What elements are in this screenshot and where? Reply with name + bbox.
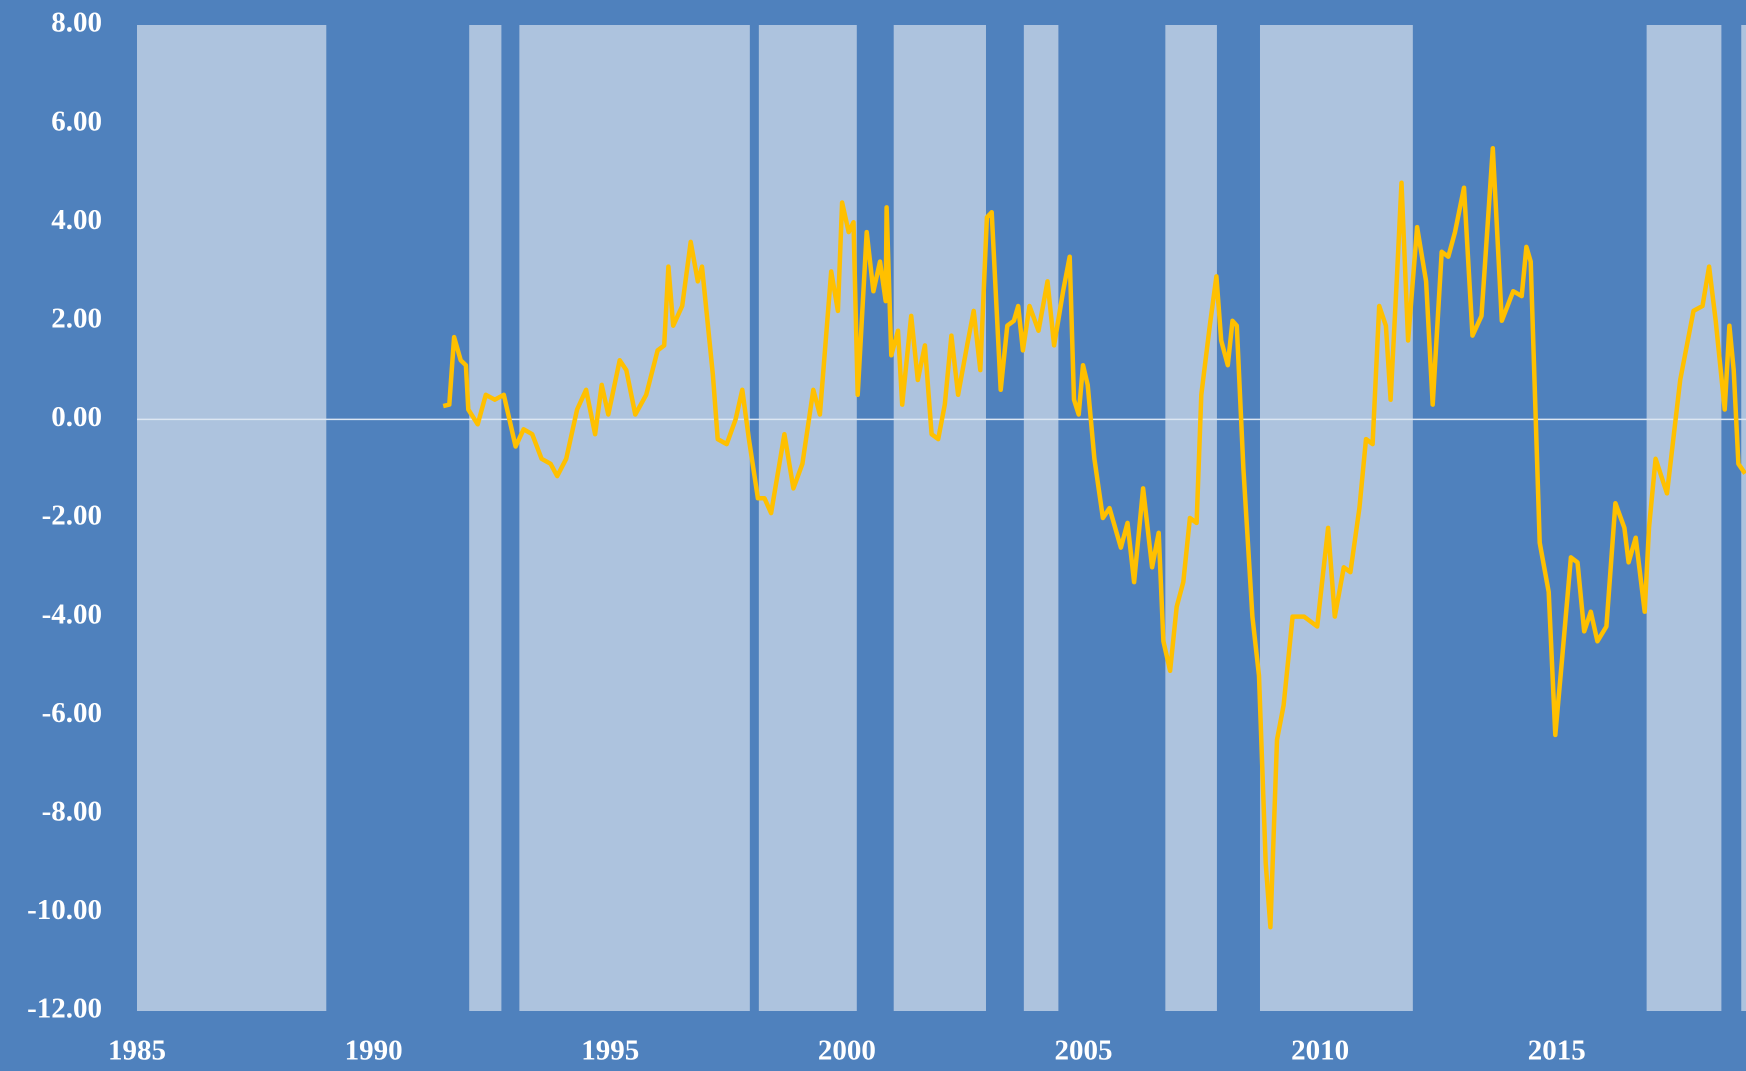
shaded-period [1741, 25, 1746, 1011]
y-tick-label: 6.00 [51, 105, 102, 137]
y-tick-label: -10.00 [27, 894, 102, 926]
y-tick-label: 8.00 [51, 7, 102, 39]
y-tick-label: -8.00 [42, 795, 102, 827]
x-tick-label: 2005 [1054, 1035, 1112, 1067]
y-tick-label: 4.00 [51, 204, 102, 236]
x-tick-label: 2000 [818, 1035, 876, 1067]
x-tick-label: 1995 [581, 1035, 639, 1067]
shaded-period [1023, 25, 1059, 1011]
x-tick-label: 1985 [108, 1035, 166, 1067]
y-tick-label: -4.00 [42, 598, 102, 630]
shaded-period [1646, 25, 1722, 1011]
y-tick-label: -2.00 [42, 500, 102, 532]
line-series [442, 146, 1746, 930]
y-tick-label: -12.00 [27, 993, 102, 1025]
shaded-period [893, 25, 986, 1011]
x-tick-label: 1990 [345, 1035, 403, 1067]
shaded-period [469, 25, 502, 1011]
x-tick-label: 2010 [1291, 1035, 1349, 1067]
shaded-period [519, 25, 750, 1011]
y-tick-label: 2.00 [51, 302, 102, 334]
y-tick-label: -6.00 [42, 697, 102, 729]
shaded-period [137, 25, 327, 1011]
x-tick-label: 2015 [1528, 1035, 1586, 1067]
shaded-period [758, 25, 857, 1011]
y-tick-label: 0.00 [51, 401, 102, 433]
shaded-period [1259, 25, 1413, 1011]
